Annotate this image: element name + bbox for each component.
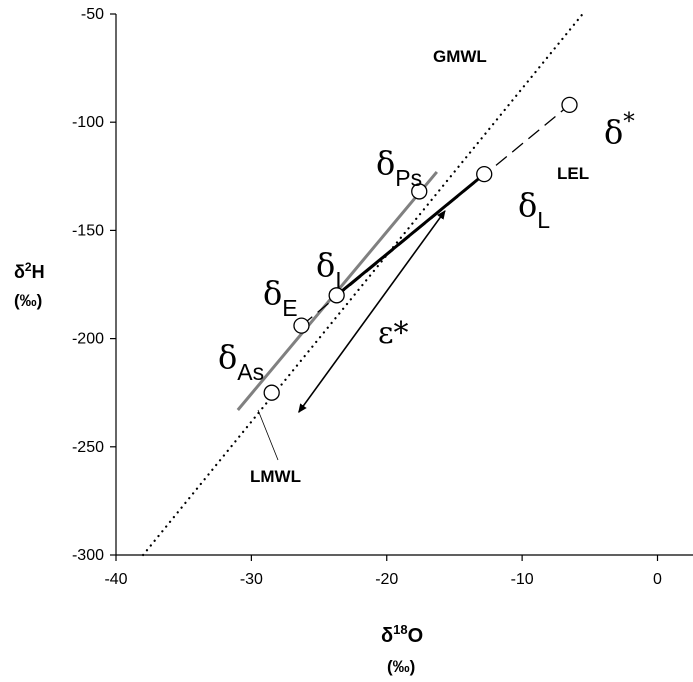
x-axis-symbol: δ bbox=[381, 625, 393, 647]
gmwl-line bbox=[141, 10, 586, 557]
y-axis-sup: 2 bbox=[25, 260, 32, 274]
points-layer bbox=[263, 96, 578, 401]
plot-area bbox=[116, 14, 693, 555]
lmwl-leader-line bbox=[257, 409, 279, 461]
epsilon-label: ε* bbox=[378, 316, 409, 351]
y-tick-label: -100 bbox=[72, 114, 104, 131]
point-label: δPs bbox=[376, 144, 422, 191]
data-point bbox=[263, 384, 280, 401]
data-point bbox=[328, 287, 345, 304]
data-point bbox=[476, 165, 493, 183]
x-axis-unit: (‰) bbox=[387, 657, 415, 676]
y-tick-label: -150 bbox=[72, 222, 104, 239]
y-tick-label: -300 bbox=[72, 547, 104, 564]
lmwl-label: LMWL bbox=[250, 467, 301, 486]
svg-text:δ18O: δ18O bbox=[381, 622, 423, 647]
axes bbox=[115, 14, 693, 556]
y-axis-title: δ2H (‰) bbox=[14, 260, 45, 310]
point-label: δE bbox=[263, 274, 298, 321]
x-tick-label: -10 bbox=[511, 571, 534, 588]
y-tick-label: -200 bbox=[72, 331, 104, 348]
y-axis-unit: (‰) bbox=[14, 291, 42, 310]
point-label: δI bbox=[316, 246, 342, 293]
lel-label: LEL bbox=[557, 164, 589, 183]
y-ticks: -50 -100 -150 -200 -250 -300 bbox=[72, 6, 116, 564]
x-tick-label: -20 bbox=[375, 571, 398, 588]
y-tick-label: -50 bbox=[81, 6, 104, 23]
y-axis-main: H bbox=[32, 262, 45, 282]
x-ticks: -40 -30 -20 -10 0 bbox=[104, 555, 662, 588]
epsilon-arrow bbox=[298, 210, 446, 413]
x-tick-label: 0 bbox=[653, 571, 662, 588]
data-point bbox=[561, 96, 578, 114]
x-axis-sup: 18 bbox=[393, 622, 407, 637]
svg-text:δ2H: δ2H bbox=[14, 260, 45, 282]
x-axis-main: O bbox=[408, 625, 424, 647]
data-point bbox=[411, 183, 428, 200]
arrow-layer: ε* bbox=[298, 210, 446, 413]
labels-layer: δAs δE δI δPs δL δ* bbox=[218, 109, 635, 385]
x-axis-title: δ18O (‰) bbox=[381, 622, 423, 676]
x-tick-label: -40 bbox=[104, 571, 127, 588]
gmwl-label: GMWL bbox=[433, 47, 487, 66]
data-point bbox=[293, 317, 310, 334]
point-label: δ* bbox=[604, 109, 635, 151]
x-tick-label: -30 bbox=[240, 571, 263, 588]
point-label: δL bbox=[518, 186, 550, 233]
y-axis-symbol: δ bbox=[14, 262, 25, 282]
point-label: δAs bbox=[218, 338, 264, 385]
y-tick-label: -250 bbox=[72, 439, 104, 456]
